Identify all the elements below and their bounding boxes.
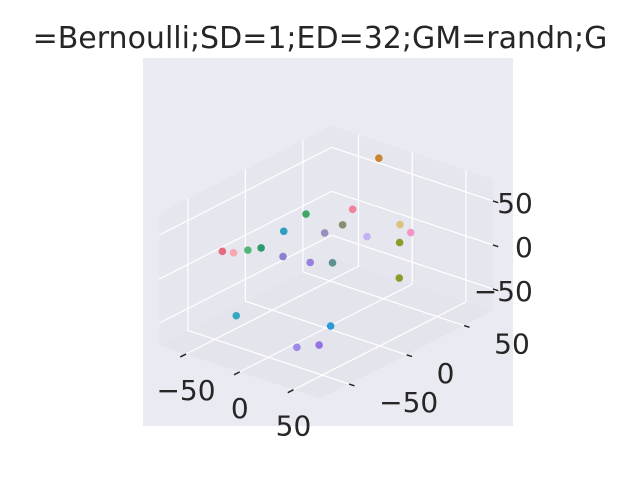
- y-tick-mark: [348, 383, 355, 387]
- scatter-point: [406, 228, 415, 237]
- z-tick-mark: [492, 200, 499, 204]
- point-layer: [218, 154, 415, 352]
- x-tick-label: 0: [231, 392, 249, 425]
- x-tick-label: 50: [276, 410, 312, 443]
- scatter-point: [229, 249, 238, 257]
- z-tick-label: 50: [497, 187, 533, 220]
- y-tick-label: 50: [494, 328, 530, 361]
- left-grid-line: [158, 146, 332, 236]
- z-tick-mark: [492, 288, 499, 292]
- scatter-point: [306, 258, 315, 267]
- scatter-point: [218, 247, 227, 256]
- back-grid-line: [331, 146, 494, 202]
- x-tick-mark: [287, 389, 294, 394]
- scatter-point: [244, 246, 252, 254]
- scatter-point: [395, 274, 404, 282]
- y-tick-label: −50: [379, 386, 438, 419]
- scatter-point: [396, 220, 404, 229]
- scatter-point: [363, 232, 371, 241]
- scatter-point: [302, 210, 310, 218]
- x-tick-label: −50: [156, 374, 215, 407]
- y-tick-label: 0: [437, 357, 455, 390]
- scatter-point: [315, 341, 323, 349]
- tick-mark-layer: [179, 200, 499, 394]
- scatter-point: [328, 259, 337, 267]
- scatter-point: [395, 238, 404, 247]
- scatter-point: [375, 154, 383, 162]
- scatter-point: [348, 205, 357, 214]
- scatter-point: [338, 221, 347, 229]
- scatter-point: [279, 252, 287, 261]
- floor-grid-line: [302, 271, 465, 327]
- z-tick-label: 0: [515, 231, 533, 264]
- x-tick-mark: [233, 371, 241, 376]
- y-tick-mark: [406, 354, 413, 358]
- scatter-point: [279, 227, 288, 236]
- grid-layer: [158, 134, 494, 391]
- y-tick-mark: [463, 324, 470, 329]
- z-tick-mark: [492, 244, 499, 248]
- scatter-point: [232, 311, 241, 320]
- scatter-point: [320, 229, 329, 237]
- scatter-point: [293, 343, 301, 352]
- scatter-point: [326, 322, 335, 330]
- z-tick-label: −50: [474, 275, 533, 308]
- scatter-point: [257, 244, 265, 252]
- chart-title: =Bernoulli;SD=1;ED=32;GM=randn;G: [33, 21, 608, 56]
- x-tick-mark: [179, 353, 187, 358]
